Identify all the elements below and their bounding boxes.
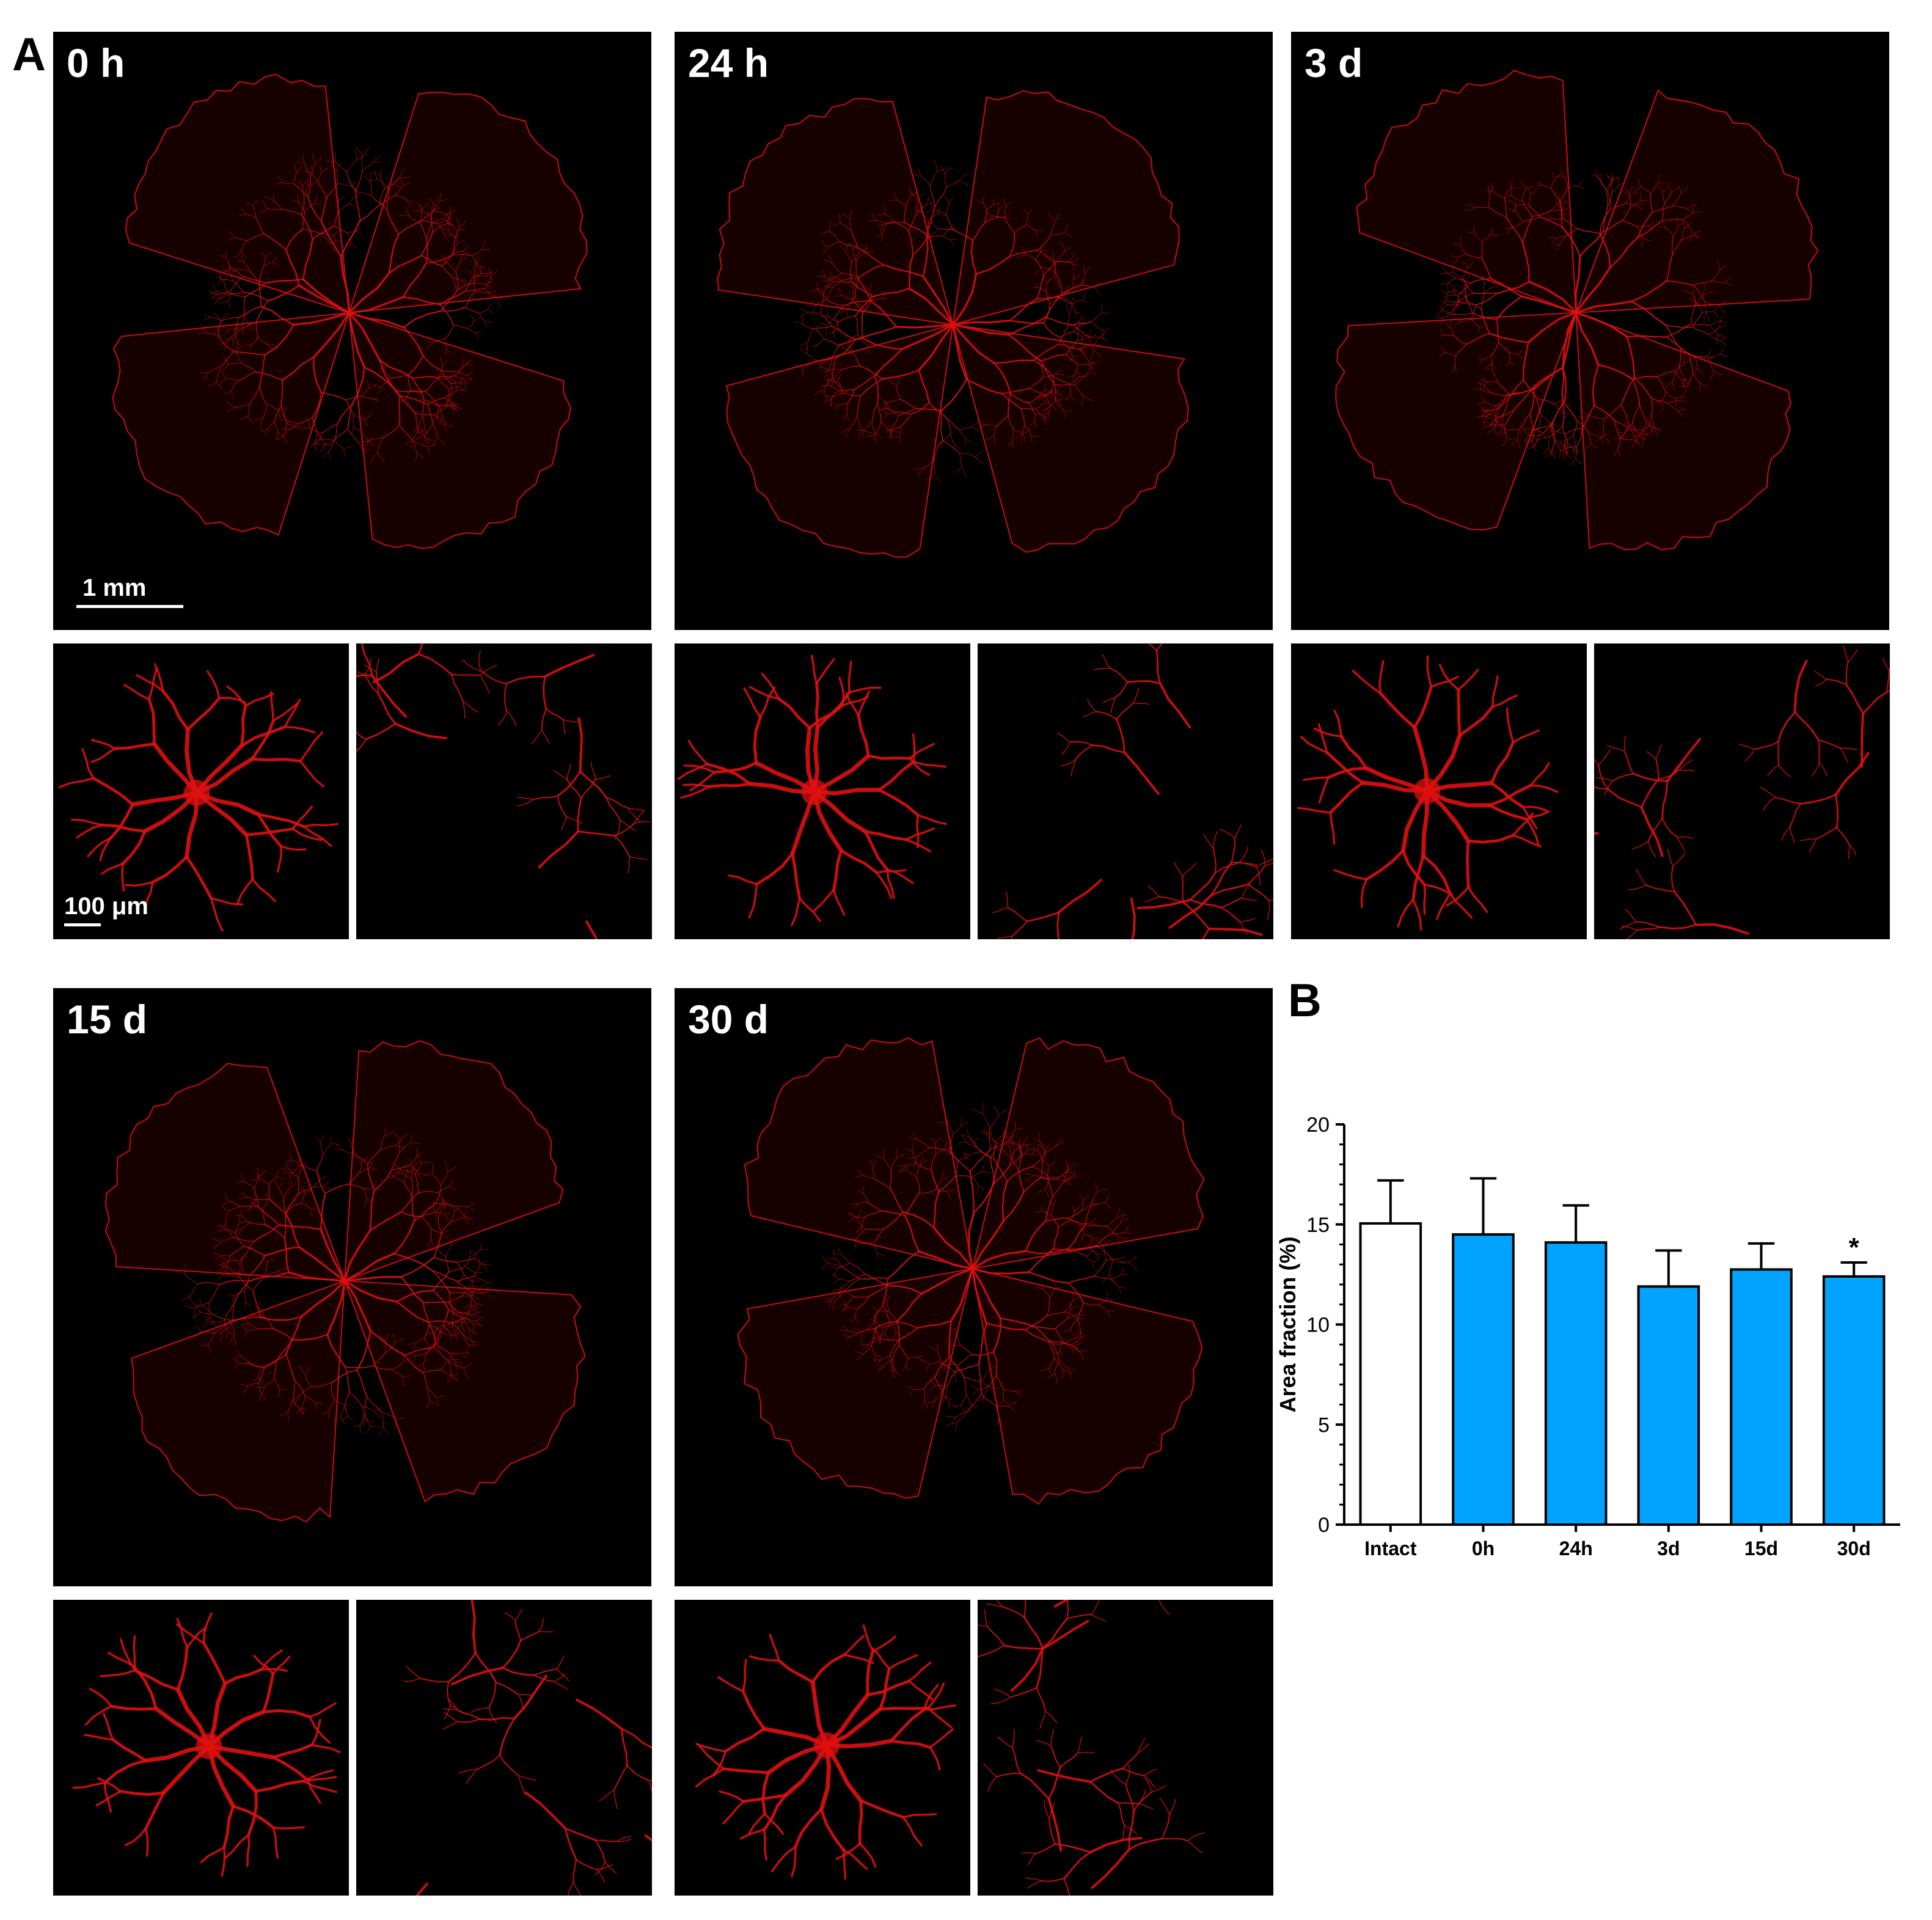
area-fraction-bar-chart: 0 5 10 15 20 Area fraction (%) Intact 0h 24h 3d 15…	[1275, 1113, 1900, 1559]
retina-vessel-network	[112, 73, 588, 549]
x-tick-label: 3d	[1657, 1537, 1680, 1559]
optic-disc-vessels	[58, 663, 338, 932]
crop-periphery-0h	[356, 643, 652, 939]
y-tick-label: 10	[1306, 1314, 1330, 1337]
y-tick-label: 5	[1318, 1413, 1330, 1437]
panel-b-letter: B	[1288, 975, 1322, 1027]
retina-vessel-network	[104, 1040, 586, 1523]
crop-center-0h: 100 μm	[53, 643, 349, 939]
scale-bar-100um-label: 100 μm	[64, 893, 148, 920]
x-tick-label: 0h	[1472, 1537, 1495, 1559]
optic-disc-vessels	[695, 1624, 957, 1880]
crop-center-24h	[675, 643, 970, 939]
crop-periphery-24h	[978, 643, 1273, 939]
bar-intact	[1359, 1222, 1422, 1526]
capillary-network	[402, 1600, 652, 1896]
capillary-network	[978, 1600, 1205, 1896]
scale-bar-1mm	[76, 605, 183, 608]
y-tick-label: 15	[1306, 1214, 1330, 1237]
significance-marker: *	[1849, 1233, 1860, 1262]
optic-disc-vessels	[1297, 655, 1559, 931]
bar-24h	[1544, 1241, 1608, 1526]
crop-center-30d	[675, 1600, 970, 1896]
scale-bar-1mm-label: 1 mm	[82, 574, 147, 601]
bar-0h	[1452, 1233, 1515, 1526]
retina-vessel-network	[737, 1037, 1205, 1505]
crop-periphery-3d	[1594, 643, 1890, 939]
capillary-network	[356, 643, 651, 939]
crop-periphery-15d	[356, 1600, 652, 1896]
retina-flatmount-30d: 30 d	[675, 988, 1273, 1586]
bar-3d	[1637, 1285, 1700, 1526]
retina-flatmount-24h: 24 h	[675, 32, 1273, 630]
crop-periphery-30d	[978, 1600, 1273, 1896]
scale-bar-100um	[64, 923, 101, 926]
crop-center-15d	[53, 1600, 349, 1896]
x-tick-label: Intact	[1364, 1537, 1417, 1559]
optic-disc-vessels	[72, 1612, 341, 1877]
x-tick-label: 24h	[1559, 1537, 1593, 1559]
y-axis-label: Area fraction (%)	[1275, 1236, 1300, 1412]
optic-disc-vessels	[677, 654, 947, 926]
x-tick-label: 15d	[1744, 1537, 1778, 1559]
timepoint-label-15d: 15 d	[67, 997, 148, 1042]
retina-vessel-network	[1335, 70, 1819, 551]
capillary-network	[992, 643, 1273, 939]
timepoint-label-30d: 30 d	[688, 997, 769, 1042]
bar-30d	[1822, 1275, 1886, 1526]
panel-a-letter: A	[12, 29, 46, 81]
timepoint-label-0h: 0 h	[67, 40, 125, 86]
retina-flatmount-15d: 15 d	[53, 988, 651, 1586]
y-tick-label: 20	[1306, 1113, 1330, 1137]
capillary-network	[1594, 645, 1890, 939]
bar-15d	[1730, 1268, 1793, 1526]
y-tick-label: 0	[1318, 1514, 1330, 1537]
retina-flatmount-3d: 3 d	[1291, 32, 1889, 630]
x-tick-label: 30d	[1837, 1537, 1871, 1559]
timepoint-label-24h: 24 h	[688, 40, 769, 86]
timepoint-label-3d: 3 d	[1304, 40, 1363, 86]
crop-center-3d	[1291, 643, 1587, 939]
retina-vessel-network	[717, 90, 1189, 558]
retina-flatmount-0h: 0 h 1 mm	[53, 32, 651, 630]
